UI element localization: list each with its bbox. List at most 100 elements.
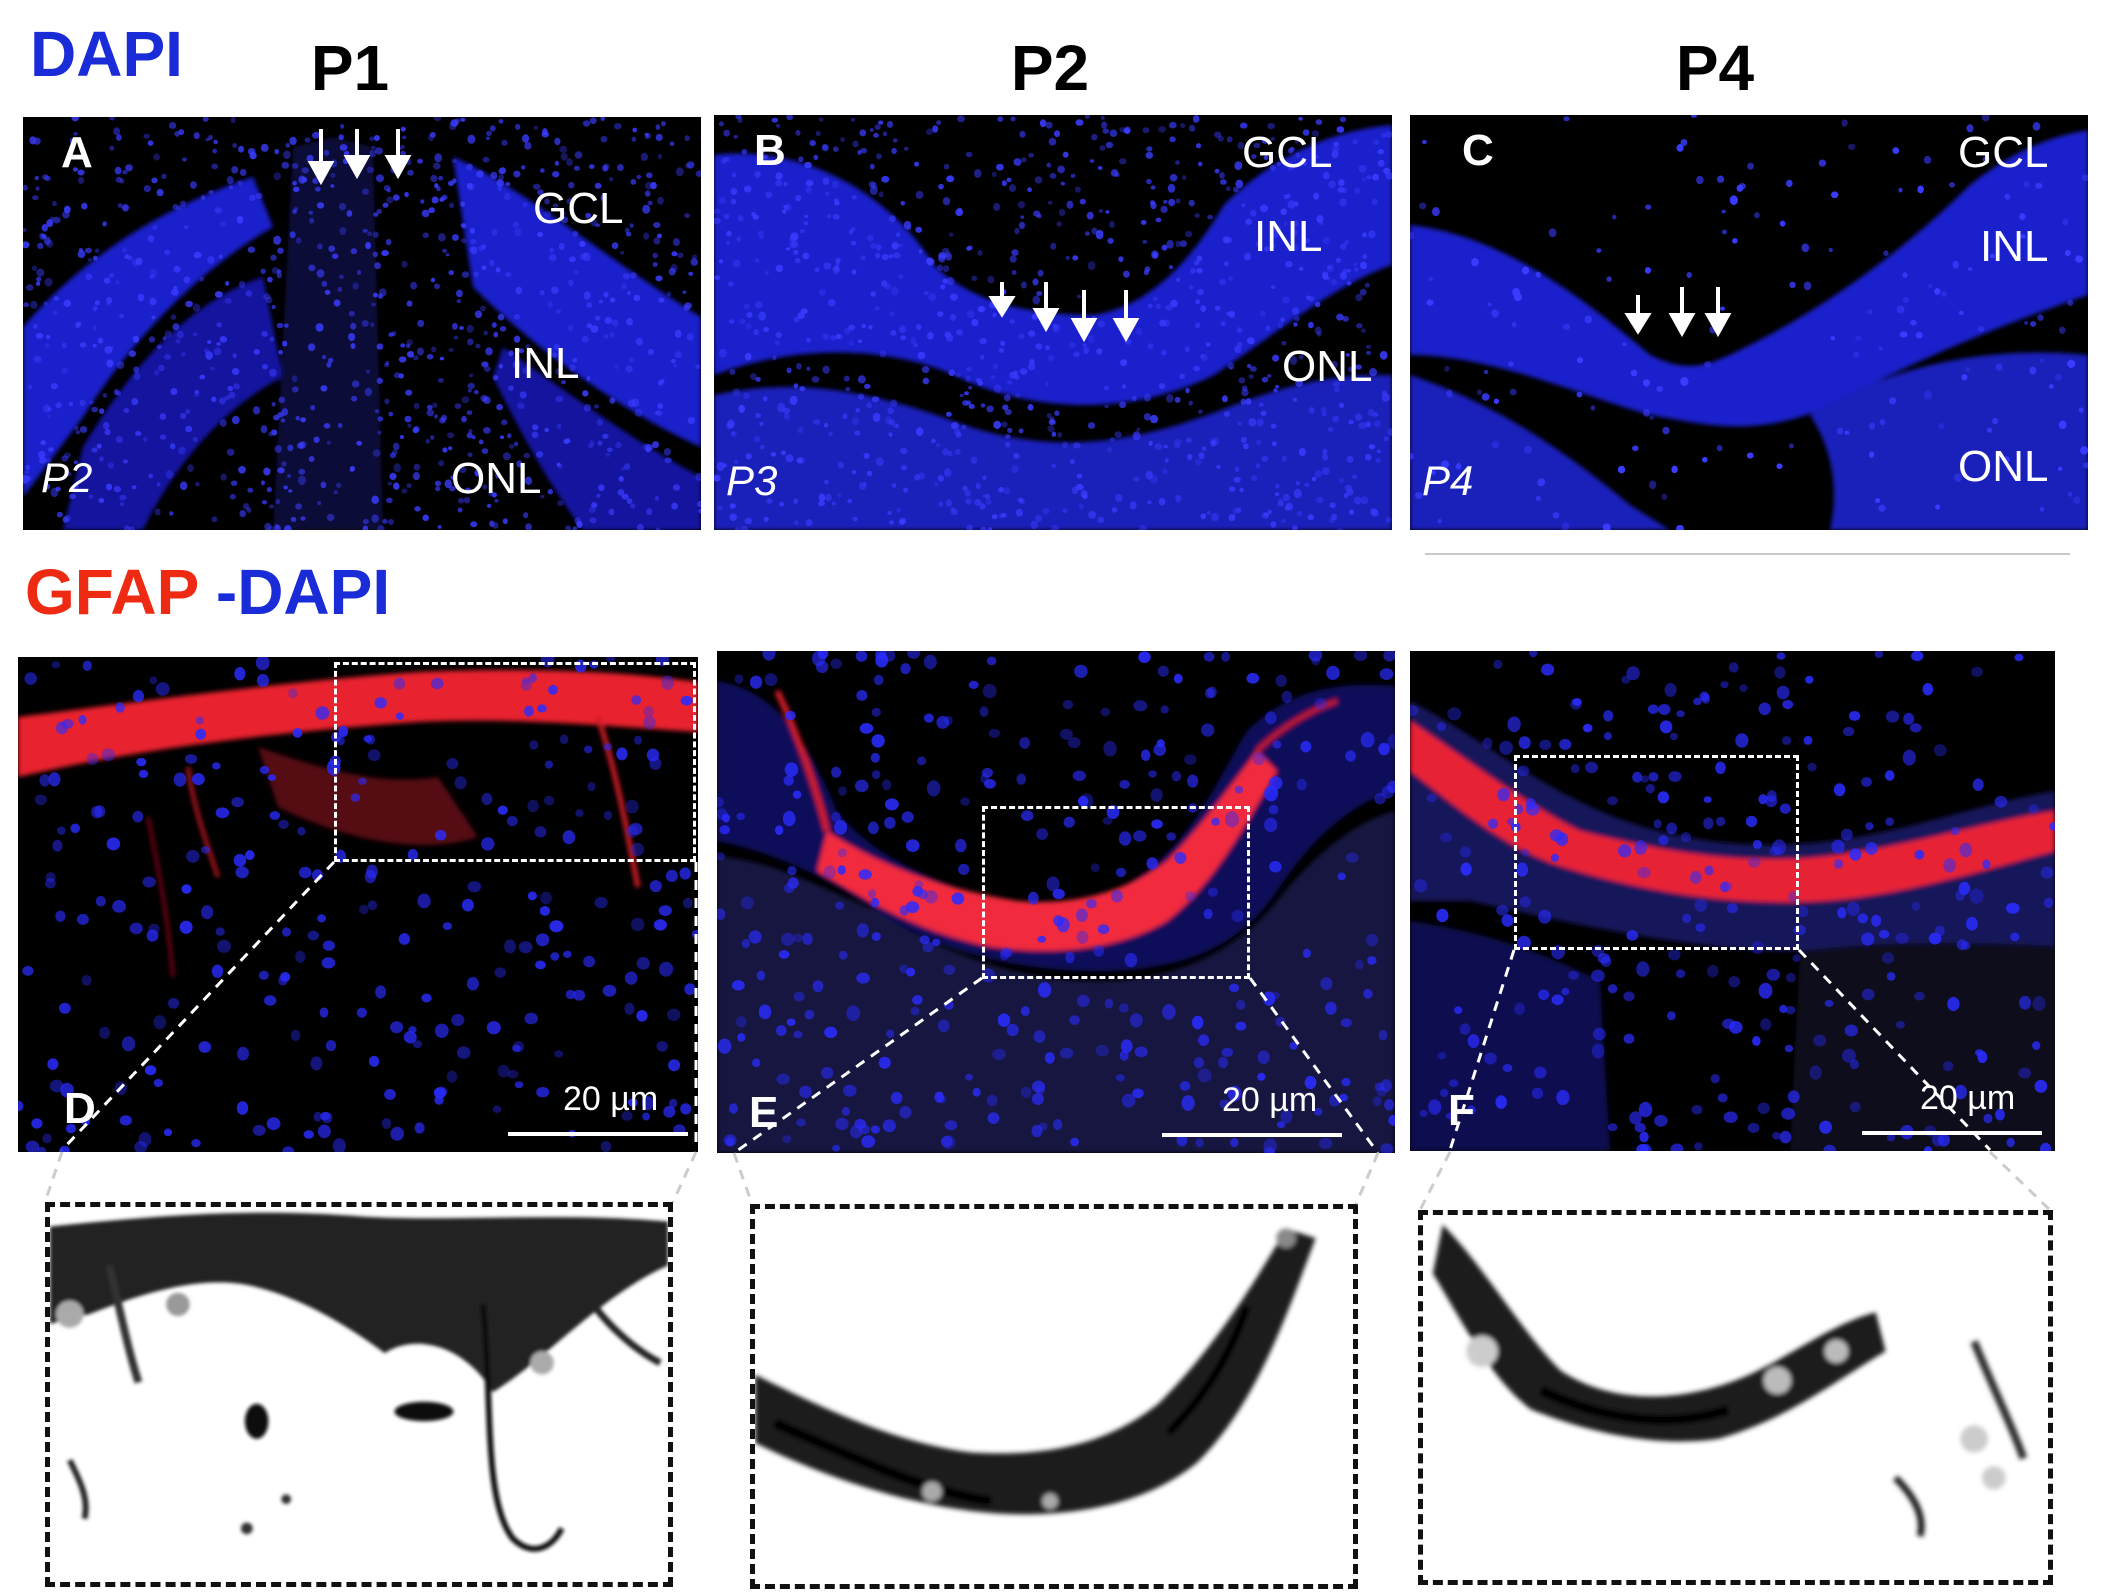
nucleus-dot [629, 223, 634, 228]
nucleus-dot [1865, 822, 1874, 831]
nucleus-dot [750, 373, 757, 381]
nucleus-dot [778, 950, 790, 959]
nucleus-dot [783, 204, 789, 210]
nucleus-dot [449, 485, 456, 492]
nucleus-dot [1203, 908, 1213, 920]
nucleus-dot [722, 463, 728, 468]
nucleus-dot [576, 520, 583, 528]
nucleus-dot [1748, 857, 1761, 868]
nucleus-dot [1194, 458, 1202, 466]
nucleus-dot [1255, 241, 1263, 247]
nucleus-dot [874, 124, 881, 130]
nucleus-dot [1758, 702, 1771, 716]
nucleus-dot [426, 404, 433, 410]
nucleus-dot [965, 151, 973, 158]
nucleus-dot [1240, 398, 1247, 405]
nucleus-dot [56, 511, 63, 518]
nucleus-dot [439, 356, 445, 361]
nucleus-dot [2058, 466, 2063, 471]
nucleus-dot [1372, 412, 1379, 417]
nucleus-dot [306, 154, 314, 163]
nucleus-dot [882, 1119, 896, 1133]
nucleus-dot [1193, 365, 1200, 372]
nucleus-dot [469, 246, 475, 253]
nucleus-dot [1173, 673, 1183, 684]
nucleus-dot [217, 939, 231, 953]
nucleus-dot [932, 125, 939, 133]
nucleus-dot [532, 424, 539, 431]
nucleus-dot [837, 865, 846, 875]
nucleus-dot [2043, 897, 2054, 909]
nucleus-dot [1410, 453, 1414, 460]
nucleus-dot [899, 447, 908, 455]
nucleus-dot [1325, 1001, 1337, 1015]
nucleus-dot [1190, 267, 1196, 274]
nucleus-dot [1240, 436, 1247, 444]
nucleus-dot [269, 811, 281, 820]
nucleus-dot [1158, 126, 1166, 133]
nucleus-dot [1636, 1144, 1649, 1151]
nucleus-dot [466, 977, 479, 991]
nucleus-dot [656, 1041, 668, 1052]
nucleus-dot [430, 174, 438, 182]
nucleus-dot [1782, 699, 1794, 710]
nucleus-dot [888, 520, 895, 525]
nucleus-dot [1722, 1018, 1736, 1029]
nucleus-dot [1869, 451, 1874, 458]
nucleus-dot [785, 203, 792, 212]
nucleus-dot [316, 269, 325, 278]
nucleus-dot [1072, 770, 1086, 782]
nucleus-dot [1690, 115, 1698, 118]
nucleus-dot [1495, 1095, 1507, 1109]
nucleus-dot [230, 117, 236, 123]
nucleus-dot [782, 811, 796, 827]
nucleus-dot [1258, 402, 1264, 407]
nucleus-dot [138, 1132, 152, 1147]
nucleus-dot [374, 697, 387, 709]
nucleus-dot [1011, 249, 1019, 256]
gfap-dapi-section-label: GFAP -DAPI [25, 560, 390, 624]
nucleus-dot [132, 335, 140, 343]
nucleus-dot [1720, 881, 1733, 892]
nucleus-dot [534, 826, 547, 838]
nucleus-dot [891, 242, 899, 250]
nucleus-dot [1282, 296, 1290, 304]
nucleus-dot [147, 235, 155, 243]
nucleus-dot [1217, 135, 1224, 142]
nucleus-dot [891, 147, 897, 155]
nucleus-dot [1779, 220, 1786, 227]
nucleus-dot [819, 289, 826, 296]
panel-c-arrows [1624, 287, 1732, 338]
nucleus-dot [1275, 674, 1287, 687]
nucleus-dot [237, 180, 243, 186]
nucleus-dot [327, 357, 334, 363]
nucleus-dot [845, 386, 851, 392]
nucleus-dot [431, 196, 439, 204]
nucleus-dot [967, 245, 973, 251]
nucleus-dot [1883, 250, 1889, 256]
nucleus-dot [1184, 754, 1197, 765]
nucleus-dot [498, 119, 504, 124]
nucleus-dot [1518, 736, 1531, 750]
nucleus-dot [1174, 396, 1181, 403]
nucleus-dot [229, 493, 236, 500]
nucleus-dot [1051, 463, 1057, 468]
nucleus-dot [1200, 513, 1207, 520]
nucleus-dot [1365, 344, 1372, 349]
nucleus-dot [1952, 260, 1959, 269]
nucleus-dot [324, 289, 331, 295]
nucleus-dot [1431, 470, 1436, 475]
nucleus-dot [1181, 1095, 1195, 1111]
nucleus-dot [921, 366, 930, 374]
nucleus-dot [1368, 444, 1375, 450]
nucleus-dot [756, 970, 766, 981]
panel-d-zoom-box [334, 662, 696, 862]
nucleus-dot [1385, 516, 1392, 523]
nucleus-dot [813, 154, 819, 161]
nucleus-dot [1911, 901, 1921, 911]
nucleus-dot [1867, 309, 1873, 315]
nucleus-dot [1338, 179, 1345, 187]
nucleus-dot [731, 980, 745, 991]
nucleus-dot [1961, 374, 1968, 381]
nucleus-dot [1754, 212, 1760, 219]
